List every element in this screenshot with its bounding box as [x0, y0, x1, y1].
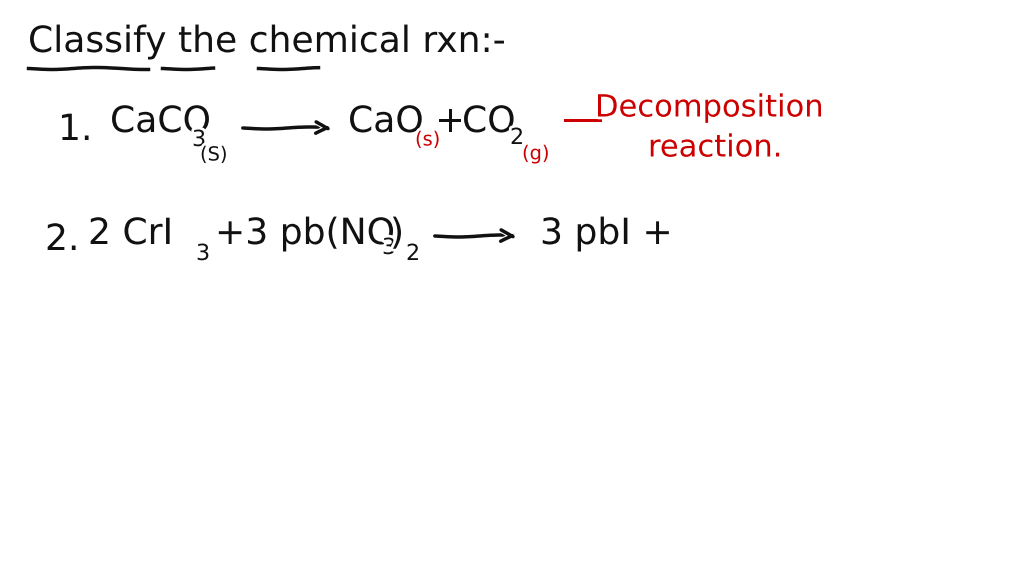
Text: CaCO: CaCO [110, 105, 211, 139]
Text: 2: 2 [406, 244, 420, 264]
Text: Decomposition: Decomposition [595, 93, 822, 122]
Text: 3: 3 [196, 244, 210, 264]
Text: 2: 2 [510, 128, 524, 148]
Text: 2.: 2. [45, 223, 80, 257]
Text: 3: 3 [382, 238, 396, 258]
Text: 3: 3 [193, 130, 206, 150]
Text: —: — [562, 99, 603, 141]
Text: ): ) [390, 217, 404, 251]
Text: +: + [435, 105, 465, 139]
Text: (s): (s) [415, 130, 440, 150]
Text: 3 pbI +: 3 pbI + [540, 217, 673, 251]
Text: 1.: 1. [58, 113, 92, 147]
Text: CO: CO [462, 105, 516, 139]
Text: +3 pb(NO: +3 pb(NO [215, 217, 395, 251]
Text: (S): (S) [200, 146, 227, 165]
Text: CaO: CaO [348, 105, 424, 139]
Text: reaction.: reaction. [648, 133, 782, 162]
Text: 2 CrI: 2 CrI [88, 217, 173, 251]
Text: (g): (g) [522, 144, 550, 164]
Text: Classify the chemical rxn:-: Classify the chemical rxn:- [28, 25, 506, 59]
